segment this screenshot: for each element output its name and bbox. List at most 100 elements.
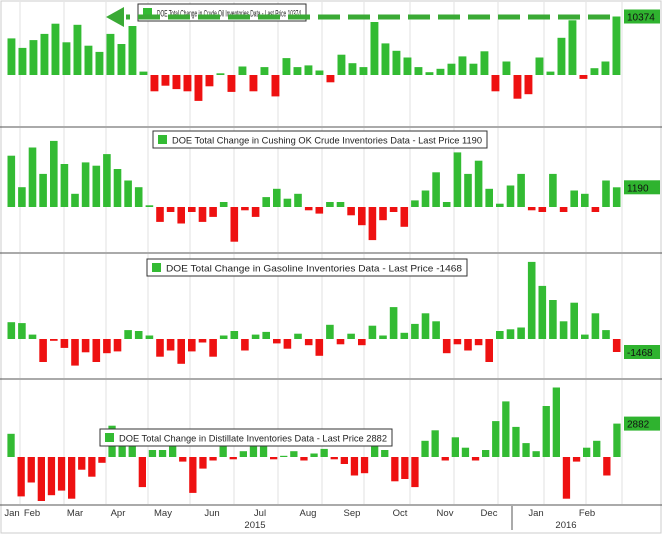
last-price-tag — [624, 345, 660, 359]
bar — [471, 457, 480, 461]
bar — [602, 180, 610, 207]
bar — [27, 457, 35, 483]
bar — [570, 302, 578, 339]
bar — [517, 327, 525, 339]
bar — [469, 63, 478, 75]
bar — [209, 339, 217, 357]
bar — [549, 173, 557, 207]
legend-swatch — [152, 263, 161, 272]
bar — [290, 451, 298, 457]
bar — [559, 207, 568, 212]
bar — [78, 457, 86, 470]
bar — [549, 300, 557, 339]
bar — [441, 457, 449, 461]
bar — [401, 457, 409, 479]
year-label: 2016 — [555, 520, 576, 531]
bar — [591, 313, 600, 339]
bar — [347, 333, 355, 339]
bar — [145, 205, 154, 207]
bar — [40, 33, 49, 75]
bar — [209, 457, 217, 461]
bar — [166, 339, 175, 351]
bar — [113, 169, 122, 207]
last-price-tag — [624, 180, 660, 195]
bar — [527, 207, 536, 211]
bar — [60, 164, 69, 207]
bar — [92, 339, 101, 362]
bar — [512, 426, 520, 457]
x-tick-label: Aug — [300, 508, 317, 519]
bar — [360, 457, 369, 474]
bar — [194, 75, 203, 101]
x-tick-label: Oct — [393, 508, 408, 519]
bar — [28, 334, 37, 339]
bar — [502, 61, 511, 75]
bar — [209, 207, 217, 217]
bar — [134, 187, 143, 207]
bar — [156, 207, 164, 222]
bar — [7, 322, 16, 339]
bar — [326, 202, 334, 207]
bar — [392, 50, 401, 75]
bar — [400, 332, 409, 339]
last-price-label: 2882 — [627, 420, 650, 431]
bar — [461, 447, 470, 457]
bar — [124, 330, 132, 339]
bar — [348, 63, 357, 75]
bar — [88, 457, 96, 477]
bar — [294, 193, 302, 207]
bar — [18, 47, 27, 75]
last-price-tag — [624, 416, 660, 431]
bar — [62, 42, 71, 75]
bar — [238, 66, 247, 75]
bar — [283, 339, 292, 349]
bar — [432, 172, 440, 207]
bar — [230, 207, 239, 242]
bar — [179, 457, 187, 462]
bar — [453, 152, 462, 207]
bar — [98, 457, 106, 463]
bar — [47, 457, 56, 496]
bar — [562, 457, 571, 499]
bar — [371, 443, 379, 457]
legend-label: DOE Total Change in Gasoline Inventories… — [166, 264, 462, 275]
bar — [282, 58, 291, 75]
bar — [538, 285, 547, 339]
bar — [485, 339, 493, 362]
bar — [368, 207, 377, 241]
bar — [581, 193, 589, 207]
bar — [336, 339, 345, 345]
bar — [532, 451, 540, 457]
bar — [535, 57, 544, 75]
bar — [17, 457, 25, 497]
bar — [128, 26, 137, 75]
bar — [506, 329, 515, 339]
x-tick-label: Dec — [481, 508, 498, 519]
arrow-head — [106, 7, 124, 27]
bar — [28, 147, 37, 207]
bar — [103, 339, 111, 354]
bar — [403, 57, 412, 75]
bar — [7, 155, 16, 207]
bar — [177, 339, 185, 364]
bar — [169, 437, 177, 457]
bar — [421, 190, 430, 207]
legend-swatch — [105, 433, 114, 442]
bar — [300, 457, 308, 461]
bar — [379, 335, 387, 339]
bar — [391, 457, 399, 482]
bar — [579, 75, 588, 79]
bar — [134, 331, 143, 339]
bar — [95, 51, 104, 75]
bar — [368, 325, 377, 339]
bar — [18, 187, 26, 207]
bar — [188, 207, 196, 212]
bar — [304, 207, 313, 211]
bar — [158, 450, 167, 457]
bar — [229, 457, 237, 460]
bar — [612, 16, 621, 75]
bar — [251, 207, 260, 217]
x-tick-label: May — [154, 508, 172, 519]
